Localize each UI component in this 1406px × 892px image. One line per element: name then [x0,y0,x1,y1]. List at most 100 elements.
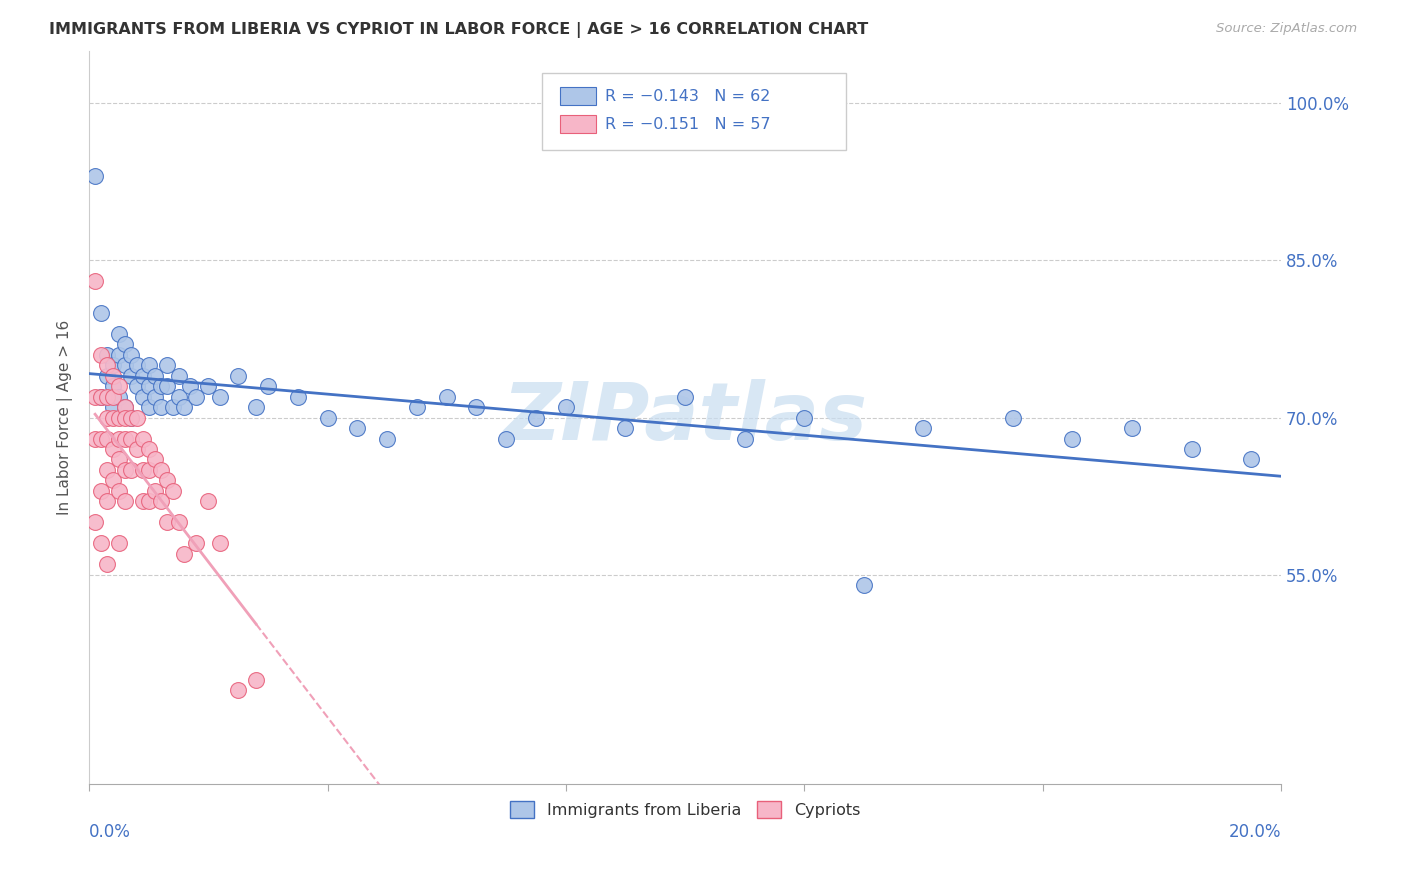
Point [101,390,124,404]
Bar [560,87,596,105]
Point [114,494,136,508]
Bar [560,115,596,133]
Text: IMMIGRANTS FROM LIBERIA VS CYPRIOT IN LABOR FORCE | AGE > 16 CORRELATION CHART: IMMIGRANTS FROM LIBERIA VS CYPRIOT IN LA… [49,22,869,38]
Point [143,483,166,498]
Point [84,516,107,530]
Point [226,683,249,698]
Point [173,547,195,561]
Point [84,390,107,404]
Point [734,432,756,446]
Point [554,400,576,414]
Point [197,494,219,508]
Point [162,483,184,498]
Text: R = −0.143   N = 62: R = −0.143 N = 62 [605,88,770,103]
Point [436,390,458,404]
Text: 0.0%: 0.0% [89,823,131,841]
Legend: Immigrants from Liberia, Cypriots: Immigrants from Liberia, Cypriots [503,795,866,824]
Point [614,421,637,435]
Point [793,410,815,425]
Point [245,673,267,687]
Point [96,432,118,446]
Point [156,516,179,530]
Point [226,368,249,383]
Point [101,358,124,372]
Point [167,390,190,404]
Point [101,442,124,456]
Point [101,368,124,383]
Point [132,463,155,477]
Point [316,410,339,425]
Point [114,337,136,351]
Point [125,442,148,456]
Point [1240,452,1263,467]
Point [108,452,131,467]
Point [96,494,118,508]
Point [114,432,136,446]
Point [1062,432,1084,446]
Point [84,432,107,446]
Point [186,390,208,404]
Point [149,400,172,414]
Point [114,400,136,414]
Point [406,400,429,414]
Point [108,410,131,425]
Point [209,536,232,550]
Point [287,390,309,404]
Point [125,358,148,372]
Point [1121,421,1143,435]
Point [167,368,190,383]
Point [149,494,172,508]
Point [149,379,172,393]
Point [90,536,112,550]
Point [673,390,696,404]
Point [84,274,107,288]
Point [912,421,935,435]
Point [108,432,131,446]
Point [120,410,142,425]
Point [120,348,142,362]
Point [1001,410,1024,425]
Point [173,400,195,414]
Point [120,368,142,383]
Point [143,452,166,467]
Point [101,474,124,488]
Point [90,306,112,320]
Point [101,400,124,414]
Point [120,410,142,425]
Point [132,368,155,383]
Point [114,410,136,425]
Point [132,432,155,446]
Point [96,358,118,372]
Point [495,432,517,446]
Point [156,358,179,372]
Point [156,379,179,393]
Point [186,536,208,550]
FancyBboxPatch shape [543,72,846,150]
Point [162,400,184,414]
Point [179,379,201,393]
Point [346,421,368,435]
Point [138,400,160,414]
Point [524,410,547,425]
Point [245,400,267,414]
Point [108,379,131,393]
Point [101,410,124,425]
Point [108,326,131,341]
Point [108,536,131,550]
Point [114,358,136,372]
Point [125,379,148,393]
Point [96,348,118,362]
Point [96,390,118,404]
Point [108,348,131,362]
Point [90,432,112,446]
Point [90,390,112,404]
Point [138,358,160,372]
Point [90,348,112,362]
Point [114,400,136,414]
Point [138,494,160,508]
Point [125,410,148,425]
Point [108,483,131,498]
Text: 20.0%: 20.0% [1229,823,1281,841]
Point [143,390,166,404]
Point [209,390,232,404]
